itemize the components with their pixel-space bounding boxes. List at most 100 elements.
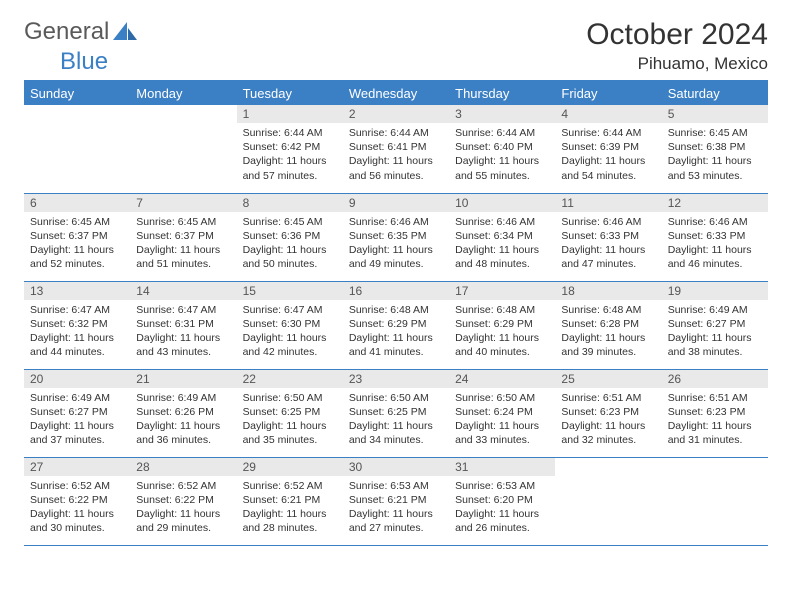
day-number: 2 (343, 105, 449, 123)
day-line-d2: and 43 minutes. (136, 345, 230, 359)
title-block: October 2024 Pihuamo, Mexico (586, 18, 768, 74)
calendar-cell: 15Sunrise: 6:47 AMSunset: 6:30 PMDayligh… (237, 281, 343, 369)
day-line-d1: Daylight: 11 hours (455, 419, 549, 433)
day-body: Sunrise: 6:48 AMSunset: 6:29 PMDaylight:… (449, 300, 555, 366)
calendar-cell: 27Sunrise: 6:52 AMSunset: 6:22 PMDayligh… (24, 457, 130, 545)
day-line-sr: Sunrise: 6:49 AM (136, 391, 230, 405)
day-number: 3 (449, 105, 555, 123)
day-number: 11 (555, 194, 661, 212)
day-number: 8 (237, 194, 343, 212)
day-number: 10 (449, 194, 555, 212)
day-line-ss: Sunset: 6:24 PM (455, 405, 549, 419)
day-line-sr: Sunrise: 6:49 AM (668, 303, 762, 317)
day-line-d1: Daylight: 11 hours (30, 331, 124, 345)
calendar-cell: 2Sunrise: 6:44 AMSunset: 6:41 PMDaylight… (343, 105, 449, 193)
day-line-d2: and 28 minutes. (243, 521, 337, 535)
calendar-cell: 3Sunrise: 6:44 AMSunset: 6:40 PMDaylight… (449, 105, 555, 193)
calendar-cell: 24Sunrise: 6:50 AMSunset: 6:24 PMDayligh… (449, 369, 555, 457)
day-number: 9 (343, 194, 449, 212)
day-number: 28 (130, 458, 236, 476)
day-line-ss: Sunset: 6:29 PM (455, 317, 549, 331)
calendar-row: 6Sunrise: 6:45 AMSunset: 6:37 PMDaylight… (24, 193, 768, 281)
calendar-body: ....1Sunrise: 6:44 AMSunset: 6:42 PMDayl… (24, 105, 768, 545)
day-line-sr: Sunrise: 6:48 AM (455, 303, 549, 317)
calendar-cell: .. (130, 105, 236, 193)
calendar-cell: 4Sunrise: 6:44 AMSunset: 6:39 PMDaylight… (555, 105, 661, 193)
day-number: 1 (237, 105, 343, 123)
calendar-cell: 1Sunrise: 6:44 AMSunset: 6:42 PMDaylight… (237, 105, 343, 193)
calendar-cell: 12Sunrise: 6:46 AMSunset: 6:33 PMDayligh… (662, 193, 768, 281)
day-number: 21 (130, 370, 236, 388)
day-line-d1: Daylight: 11 hours (455, 243, 549, 257)
day-body: Sunrise: 6:53 AMSunset: 6:20 PMDaylight:… (449, 476, 555, 542)
day-line-d2: and 48 minutes. (455, 257, 549, 271)
day-line-d1: Daylight: 11 hours (349, 243, 443, 257)
day-line-sr: Sunrise: 6:50 AM (349, 391, 443, 405)
calendar-cell: 19Sunrise: 6:49 AMSunset: 6:27 PMDayligh… (662, 281, 768, 369)
calendar-cell: 31Sunrise: 6:53 AMSunset: 6:20 PMDayligh… (449, 457, 555, 545)
day-body: Sunrise: 6:52 AMSunset: 6:22 PMDaylight:… (24, 476, 130, 542)
calendar-cell: 23Sunrise: 6:50 AMSunset: 6:25 PMDayligh… (343, 369, 449, 457)
day-line-sr: Sunrise: 6:47 AM (136, 303, 230, 317)
day-line-ss: Sunset: 6:32 PM (30, 317, 124, 331)
day-line-ss: Sunset: 6:41 PM (349, 140, 443, 154)
day-line-sr: Sunrise: 6:53 AM (349, 479, 443, 493)
day-number: 25 (555, 370, 661, 388)
day-line-d1: Daylight: 11 hours (30, 419, 124, 433)
day-number: 24 (449, 370, 555, 388)
day-line-sr: Sunrise: 6:45 AM (30, 215, 124, 229)
day-body: Sunrise: 6:47 AMSunset: 6:31 PMDaylight:… (130, 300, 236, 366)
day-line-sr: Sunrise: 6:52 AM (243, 479, 337, 493)
day-body: Sunrise: 6:46 AMSunset: 6:35 PMDaylight:… (343, 212, 449, 278)
day-line-d1: Daylight: 11 hours (561, 419, 655, 433)
day-line-d2: and 26 minutes. (455, 521, 549, 535)
calendar-cell: 11Sunrise: 6:46 AMSunset: 6:33 PMDayligh… (555, 193, 661, 281)
calendar-cell: 22Sunrise: 6:50 AMSunset: 6:25 PMDayligh… (237, 369, 343, 457)
calendar-cell: 17Sunrise: 6:48 AMSunset: 6:29 PMDayligh… (449, 281, 555, 369)
day-line-sr: Sunrise: 6:52 AM (30, 479, 124, 493)
day-line-ss: Sunset: 6:37 PM (30, 229, 124, 243)
day-body: Sunrise: 6:46 AMSunset: 6:34 PMDaylight:… (449, 212, 555, 278)
brand-part1: General (24, 18, 109, 46)
day-line-d2: and 39 minutes. (561, 345, 655, 359)
calendar-cell: 29Sunrise: 6:52 AMSunset: 6:21 PMDayligh… (237, 457, 343, 545)
day-body: Sunrise: 6:51 AMSunset: 6:23 PMDaylight:… (555, 388, 661, 454)
weekday-header: Tuesday (237, 82, 343, 105)
day-body: Sunrise: 6:53 AMSunset: 6:21 PMDaylight:… (343, 476, 449, 542)
day-number: 6 (24, 194, 130, 212)
month-title: October 2024 (586, 18, 768, 52)
day-body: Sunrise: 6:52 AMSunset: 6:22 PMDaylight:… (130, 476, 236, 542)
day-line-ss: Sunset: 6:42 PM (243, 140, 337, 154)
day-line-d2: and 36 minutes. (136, 433, 230, 447)
day-line-d2: and 42 minutes. (243, 345, 337, 359)
day-line-d2: and 50 minutes. (243, 257, 337, 271)
day-line-d2: and 57 minutes. (243, 169, 337, 183)
day-line-d1: Daylight: 11 hours (561, 243, 655, 257)
day-line-sr: Sunrise: 6:44 AM (561, 126, 655, 140)
day-line-ss: Sunset: 6:37 PM (136, 229, 230, 243)
day-line-ss: Sunset: 6:27 PM (30, 405, 124, 419)
day-number: 13 (24, 282, 130, 300)
day-line-d2: and 35 minutes. (243, 433, 337, 447)
day-line-ss: Sunset: 6:22 PM (136, 493, 230, 507)
day-line-sr: Sunrise: 6:47 AM (30, 303, 124, 317)
calendar-table: SundayMondayTuesdayWednesdayThursdayFrid… (24, 82, 768, 546)
day-line-ss: Sunset: 6:33 PM (561, 229, 655, 243)
day-line-d1: Daylight: 11 hours (561, 331, 655, 345)
day-line-d2: and 31 minutes. (668, 433, 762, 447)
day-body: Sunrise: 6:50 AMSunset: 6:24 PMDaylight:… (449, 388, 555, 454)
day-number: 12 (662, 194, 768, 212)
day-line-ss: Sunset: 6:21 PM (243, 493, 337, 507)
day-number: 15 (237, 282, 343, 300)
day-line-d2: and 49 minutes. (349, 257, 443, 271)
day-line-ss: Sunset: 6:23 PM (668, 405, 762, 419)
day-line-d2: and 37 minutes. (30, 433, 124, 447)
calendar-cell: .. (24, 105, 130, 193)
day-line-d1: Daylight: 11 hours (668, 243, 762, 257)
day-body: Sunrise: 6:49 AMSunset: 6:27 PMDaylight:… (662, 300, 768, 366)
day-line-sr: Sunrise: 6:46 AM (668, 215, 762, 229)
day-line-d1: Daylight: 11 hours (136, 507, 230, 521)
day-line-sr: Sunrise: 6:53 AM (455, 479, 549, 493)
day-line-sr: Sunrise: 6:46 AM (349, 215, 443, 229)
day-number: 27 (24, 458, 130, 476)
